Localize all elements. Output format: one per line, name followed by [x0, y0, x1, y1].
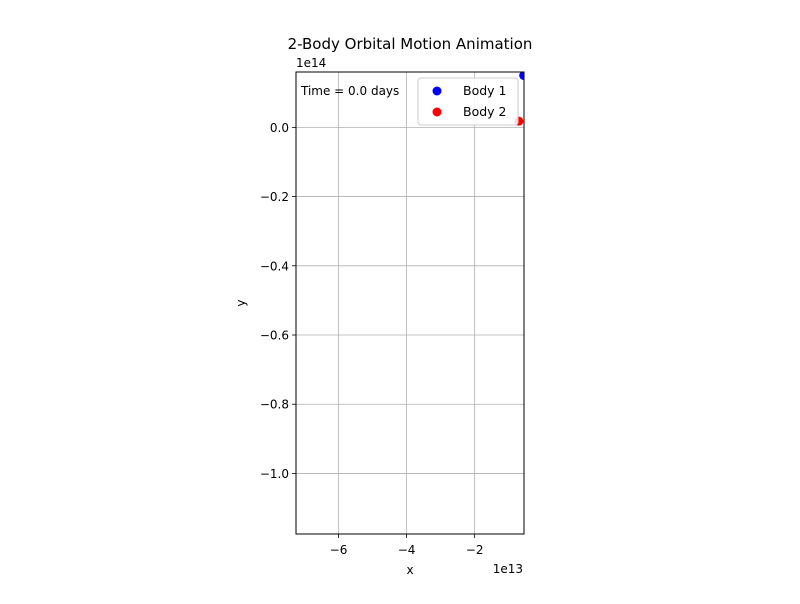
y-axis-ticks: 0.0 −0.2 −0.4 −0.6 −0.8 −1.0 — [260, 121, 296, 481]
grid — [296, 72, 524, 534]
legend-label-body-1: Body 1 — [463, 83, 506, 98]
y-axis-offset-label: 1e14 — [296, 56, 326, 70]
x-axis-offset-label: 1e13 — [493, 562, 523, 576]
y-tick-label: −0.4 — [260, 259, 289, 273]
legend-box — [417, 77, 519, 126]
legend-marker-body-1 — [432, 86, 442, 96]
x-tick-label: −2 — [466, 543, 484, 557]
y-tick-label: −0.2 — [260, 190, 289, 204]
chart-title: 2-Body Orbital Motion Animation — [288, 35, 533, 53]
y-axis-label: y — [234, 299, 248, 306]
y-tick-label: −1.0 — [260, 467, 289, 481]
y-tick-label: 0.0 — [270, 121, 289, 135]
data-point-body-1 — [519, 72, 524, 80]
chart-title-text: 2-Body Orbital Motion Animation — [288, 35, 533, 53]
plot-area-frame — [295, 71, 525, 535]
x-axis-ticks: −6 −4 −2 — [330, 534, 484, 557]
y-tick-label: −0.6 — [260, 329, 289, 343]
x-axis-label: x — [406, 563, 413, 577]
y-tick-label: −0.8 — [260, 398, 289, 412]
time-annotation: Time = 0.0 days — [300, 84, 399, 98]
x-tick-label: −4 — [398, 543, 416, 557]
x-tick-label: −6 — [330, 543, 348, 557]
legend-marker-body-2 — [432, 107, 442, 117]
legend: Body 1 Body 2 — [417, 77, 519, 126]
legend-label-body-2: Body 2 — [463, 104, 506, 119]
